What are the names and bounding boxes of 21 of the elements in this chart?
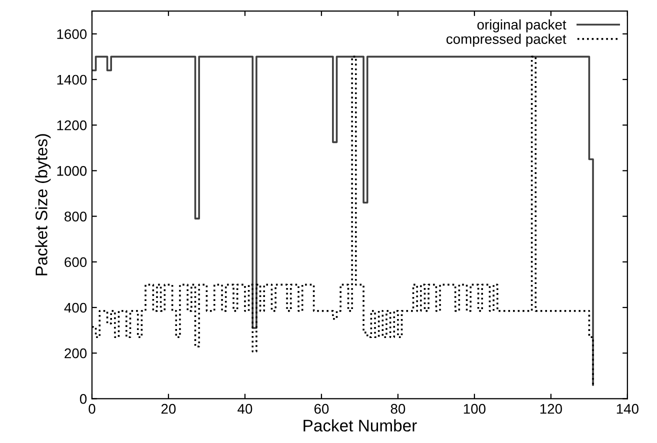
legend-label: compressed packet — [446, 34, 566, 47]
y-tick-label: 1200 — [57, 120, 87, 130]
x-tick-label: 120 — [540, 404, 562, 414]
x-tick-label: 60 — [314, 404, 329, 414]
y-tick-label: 200 — [64, 348, 87, 358]
y-tick-label: 800 — [64, 212, 87, 222]
y-axis-title: Packet Size (bytes) — [35, 134, 51, 276]
y-tick-label: 400 — [64, 302, 87, 313]
x-tick-label: 0 — [88, 404, 96, 414]
x-tick-label: 40 — [238, 404, 252, 414]
y-tick-label: 1000 — [57, 166, 87, 176]
y-tick-label: 600 — [64, 257, 87, 268]
y-tick-label: 1600 — [57, 29, 87, 40]
legend-label: original packet — [477, 19, 566, 32]
y-tick-label: 1400 — [57, 74, 87, 85]
y-tick-label: 0 — [80, 394, 87, 404]
x-tick-label: 100 — [464, 404, 486, 414]
x-tick-label: 140 — [616, 404, 638, 414]
x-axis-title: Packet Number — [304, 419, 417, 432]
x-tick-label: 80 — [390, 404, 406, 414]
x-tick-label: 20 — [161, 404, 176, 414]
